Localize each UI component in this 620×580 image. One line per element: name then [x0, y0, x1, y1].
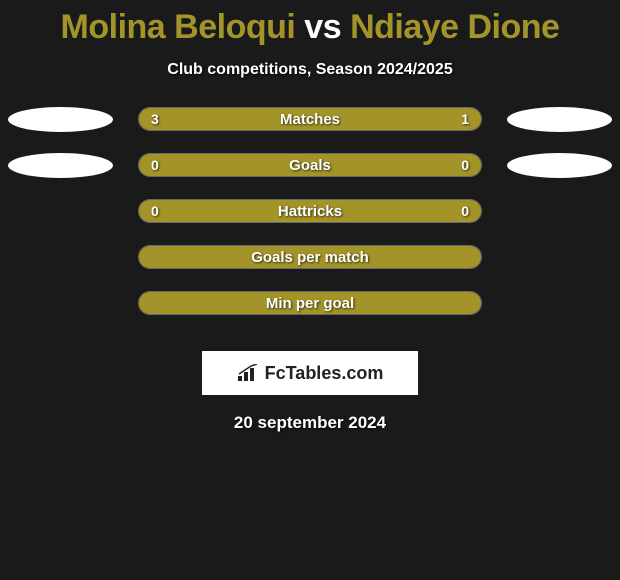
- logo: FcTables.com: [237, 363, 384, 384]
- stat-label: Min per goal: [139, 292, 481, 314]
- stat-bar: 00Goals: [138, 153, 482, 177]
- stat-row: 00Hattricks: [0, 199, 620, 245]
- player2-oval: [507, 107, 612, 132]
- player1-name: Molina Beloqui: [61, 8, 296, 46]
- stat-row: 00Goals: [0, 153, 620, 199]
- stat-bar: 00Hattricks: [138, 199, 482, 223]
- stat-bar: 31Matches: [138, 107, 482, 131]
- player2-oval: [507, 153, 612, 178]
- stat-row: Goals per match: [0, 245, 620, 291]
- stat-bar: Min per goal: [138, 291, 482, 315]
- stat-label: Matches: [139, 108, 481, 130]
- stat-label: Hattricks: [139, 200, 481, 222]
- logo-text: FcTables.com: [265, 363, 384, 384]
- chart-icon: [237, 364, 259, 382]
- stats-container: 31Matches 00Goals 00Hattricks Goals per mat…: [0, 107, 620, 337]
- date-text: 20 september 2024: [0, 413, 620, 433]
- subtitle: Club competitions, Season 2024/2025: [0, 61, 620, 79]
- stat-row: Min per goal: [0, 291, 620, 337]
- logo-box: FcTables.com: [202, 351, 418, 395]
- stat-bar: Goals per match: [138, 245, 482, 269]
- player1-oval: [8, 153, 113, 178]
- player1-oval: [8, 107, 113, 132]
- stat-label: Goals per match: [139, 246, 481, 268]
- stat-label: Goals: [139, 154, 481, 176]
- comparison-title: Molina Beloqui vs Ndiaye Dione: [0, 0, 620, 47]
- stat-row: 31Matches: [0, 107, 620, 153]
- vs-text: vs: [304, 8, 341, 46]
- player2-name: Ndiaye Dione: [350, 8, 559, 46]
